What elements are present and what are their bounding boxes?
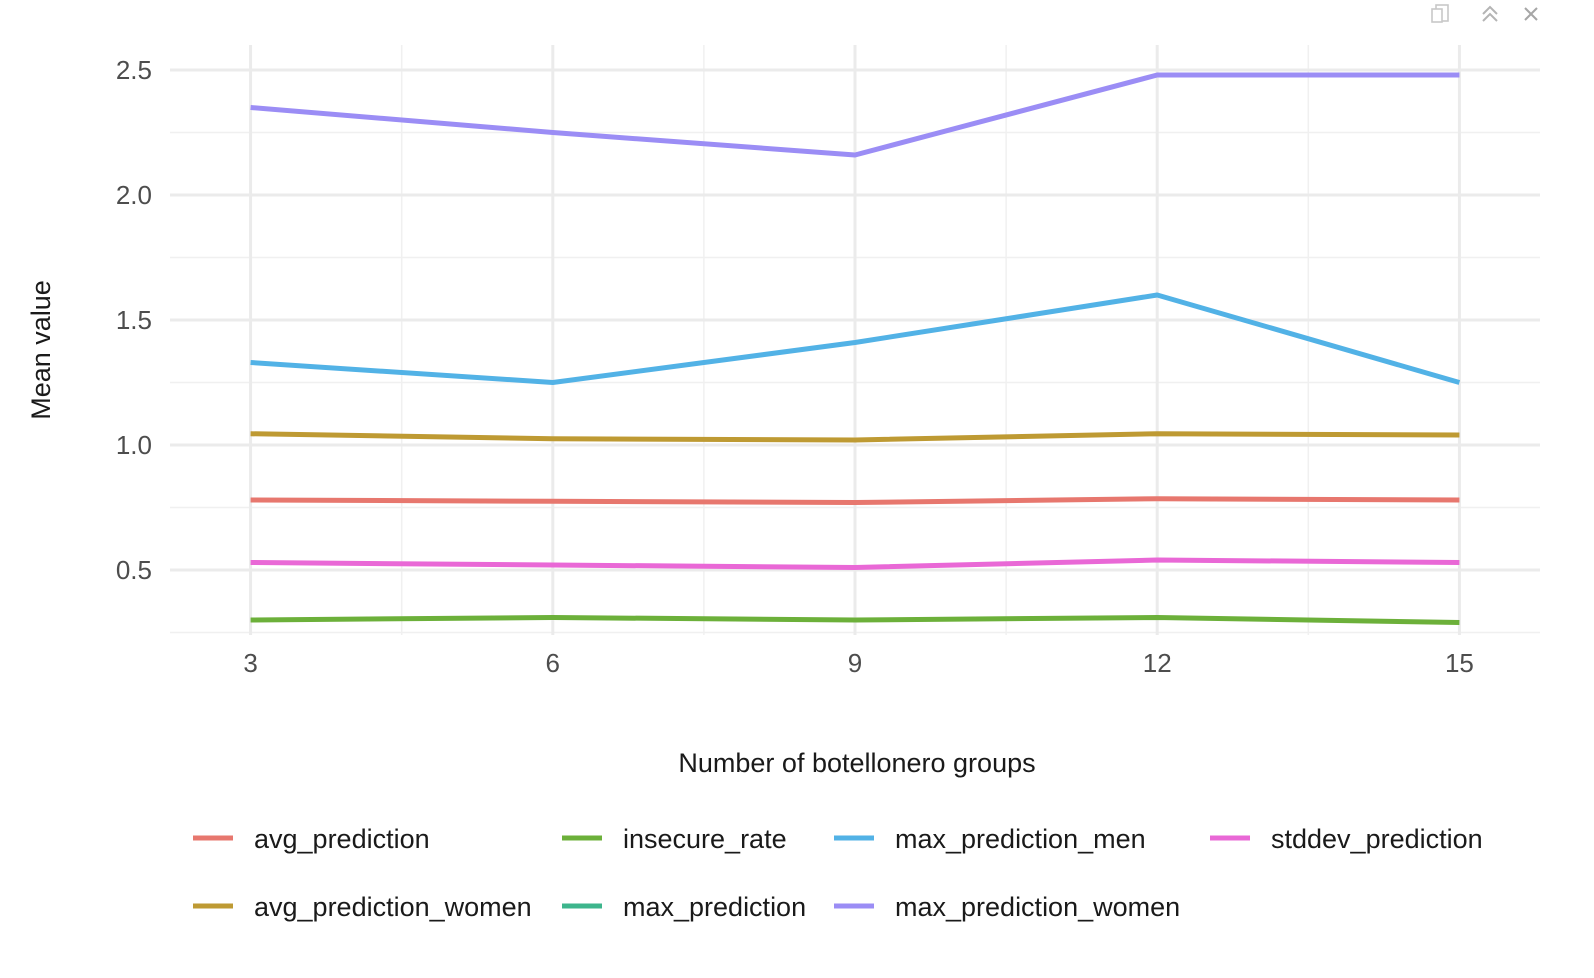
close-icon[interactable]	[1519, 2, 1543, 26]
copy-icon[interactable]	[1428, 2, 1452, 26]
legend-label-avg-prediction: avg_prediction	[254, 824, 430, 854]
x-tick-label: 9	[848, 648, 862, 678]
chart-toolbar	[1431, 0, 1594, 28]
y-tick-label: 1.0	[116, 430, 152, 460]
collapse-icon[interactable]	[1478, 2, 1502, 26]
y-tick-label: 1.5	[116, 305, 152, 335]
series-line-max-prediction-women	[250, 72, 1460, 158]
series-line-max-prediction-men	[250, 292, 1461, 385]
series-line-avg-prediction	[250, 496, 1460, 505]
series-lines	[250, 72, 1461, 625]
x-axis-title: Number of botellonero groups	[678, 748, 1035, 778]
x-tick-label: 15	[1445, 648, 1474, 678]
legend-label-max-prediction: max_prediction	[623, 892, 806, 922]
x-tick-label: 6	[546, 648, 560, 678]
y-tick-label: 0.5	[116, 555, 152, 585]
y-axis-title: Mean value	[26, 280, 56, 420]
legend-label-avg-prediction-women: avg_prediction_women	[254, 892, 532, 922]
x-tick-label: 3	[243, 648, 257, 678]
legend-label-insecure-rate: insecure_rate	[623, 824, 787, 854]
series-line-insecure-rate	[250, 615, 1460, 625]
legend-label-stddev-prediction: stddev_prediction	[1271, 824, 1483, 854]
y-tick-labels: 0.5 1.0 1.5 2.0 2.5	[116, 55, 152, 585]
y-tick-label: 2.5	[116, 55, 152, 85]
legend-label-max-prediction-men: max_prediction_men	[895, 824, 1146, 854]
x-tick-labels: 3 6 9 12 15	[243, 648, 1474, 678]
series-line-stddev-prediction	[250, 557, 1460, 570]
series-line-avg-prediction-women	[250, 431, 1460, 443]
x-tick-label: 12	[1143, 648, 1172, 678]
y-tick-label: 2.0	[116, 180, 152, 210]
legend-label-max-prediction-women: max_prediction_women	[895, 892, 1180, 922]
legend: avg_prediction insecure_rate max_predictio…	[193, 824, 1483, 922]
